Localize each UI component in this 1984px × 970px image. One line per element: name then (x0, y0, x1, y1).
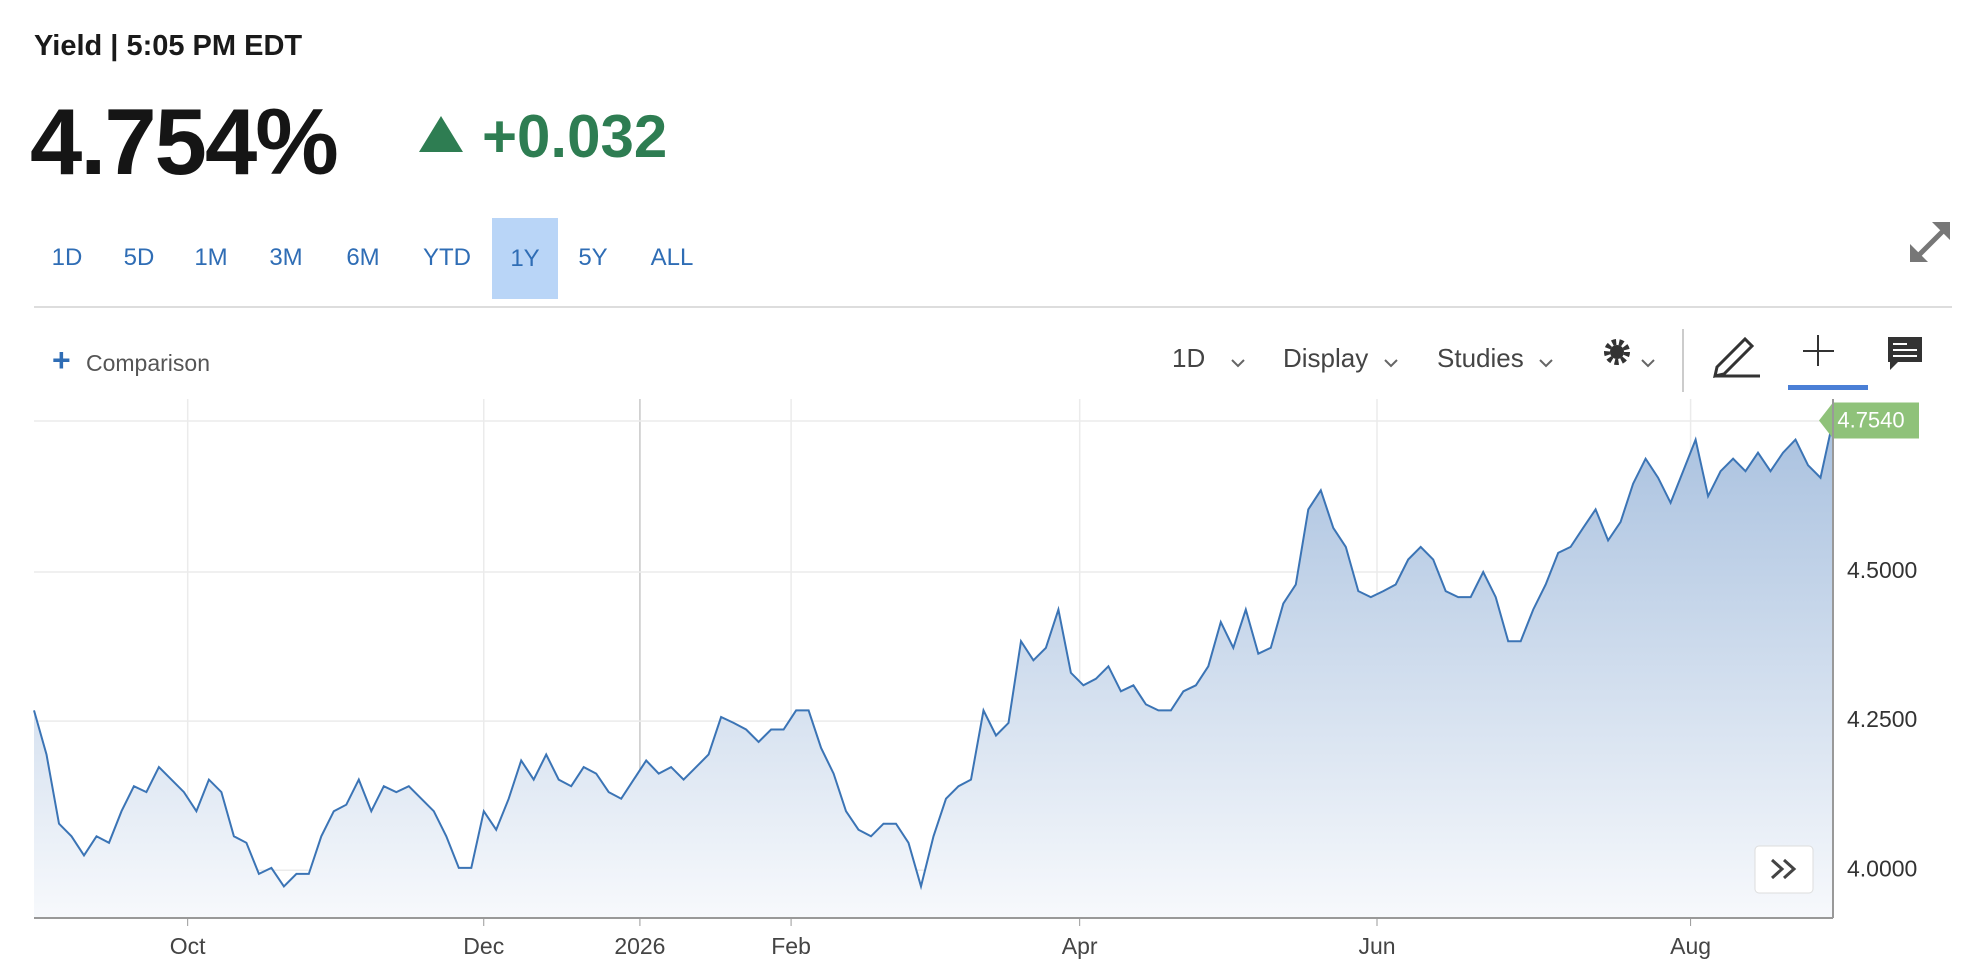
price-tag (1819, 402, 1919, 439)
x-tick-label: Jun (1358, 933, 1395, 959)
display-button[interactable]: Display (1283, 343, 1369, 373)
x-tick-label: Dec (463, 933, 504, 959)
price-change: +0.032 (482, 103, 668, 170)
gear-hub (1610, 345, 1624, 359)
price-tag-label: 4.7540 (1837, 407, 1904, 432)
quote-title: Yield | 5:05 PM EDT (34, 30, 303, 62)
x-tick-label: Aug (1670, 933, 1711, 959)
y-tick-label: 4.0000 (1847, 855, 1917, 881)
scroll-button[interactable] (1754, 845, 1814, 894)
range-button[interactable]: 1Y (492, 218, 558, 299)
x-tick-label: Apr (1062, 933, 1098, 959)
range-button[interactable]: ALL (650, 244, 694, 271)
range-button[interactable]: 1D (51, 244, 83, 271)
divider (34, 306, 1952, 308)
range-button[interactable]: 5D (123, 244, 155, 271)
comparison-button[interactable]: Comparison (86, 350, 210, 376)
area (34, 420, 1833, 918)
range-button[interactable]: 1M (194, 244, 228, 271)
expand-icon[interactable] (1906, 218, 1956, 268)
caret (1231, 359, 1245, 368)
price: 4.754% (30, 89, 339, 194)
caret (1384, 359, 1398, 368)
studies-button[interactable]: Studies (1437, 343, 1524, 373)
pencil-icon[interactable] (1713, 336, 1760, 378)
x-tick-label: 2026 (614, 933, 665, 959)
caret (1539, 359, 1553, 368)
crosshair-icon[interactable] (1803, 335, 1834, 366)
active-tool-indicator (1788, 385, 1868, 390)
gear-icon[interactable] (1604, 339, 1630, 365)
plus-icon[interactable]: + (52, 342, 71, 378)
range-button[interactable]: 3M (269, 244, 303, 271)
range-button[interactable]: 5Y (578, 244, 608, 271)
x-tick-label: Feb (771, 933, 811, 959)
y-tick-label: 4.2500 (1847, 706, 1917, 732)
toolbar-icons (1231, 329, 1834, 392)
interval-button[interactable]: 1D (1172, 343, 1206, 373)
caret (1641, 359, 1655, 368)
up-arrow (419, 116, 463, 152)
comment-icon[interactable] (1888, 337, 1922, 370)
x-tick-label: Oct (170, 933, 206, 959)
line (33, 420, 1834, 891)
range-button[interactable]: 6M (346, 244, 380, 271)
range-button[interactable]: YTD (423, 244, 471, 271)
y-tick-label: 4.5000 (1847, 557, 1917, 583)
